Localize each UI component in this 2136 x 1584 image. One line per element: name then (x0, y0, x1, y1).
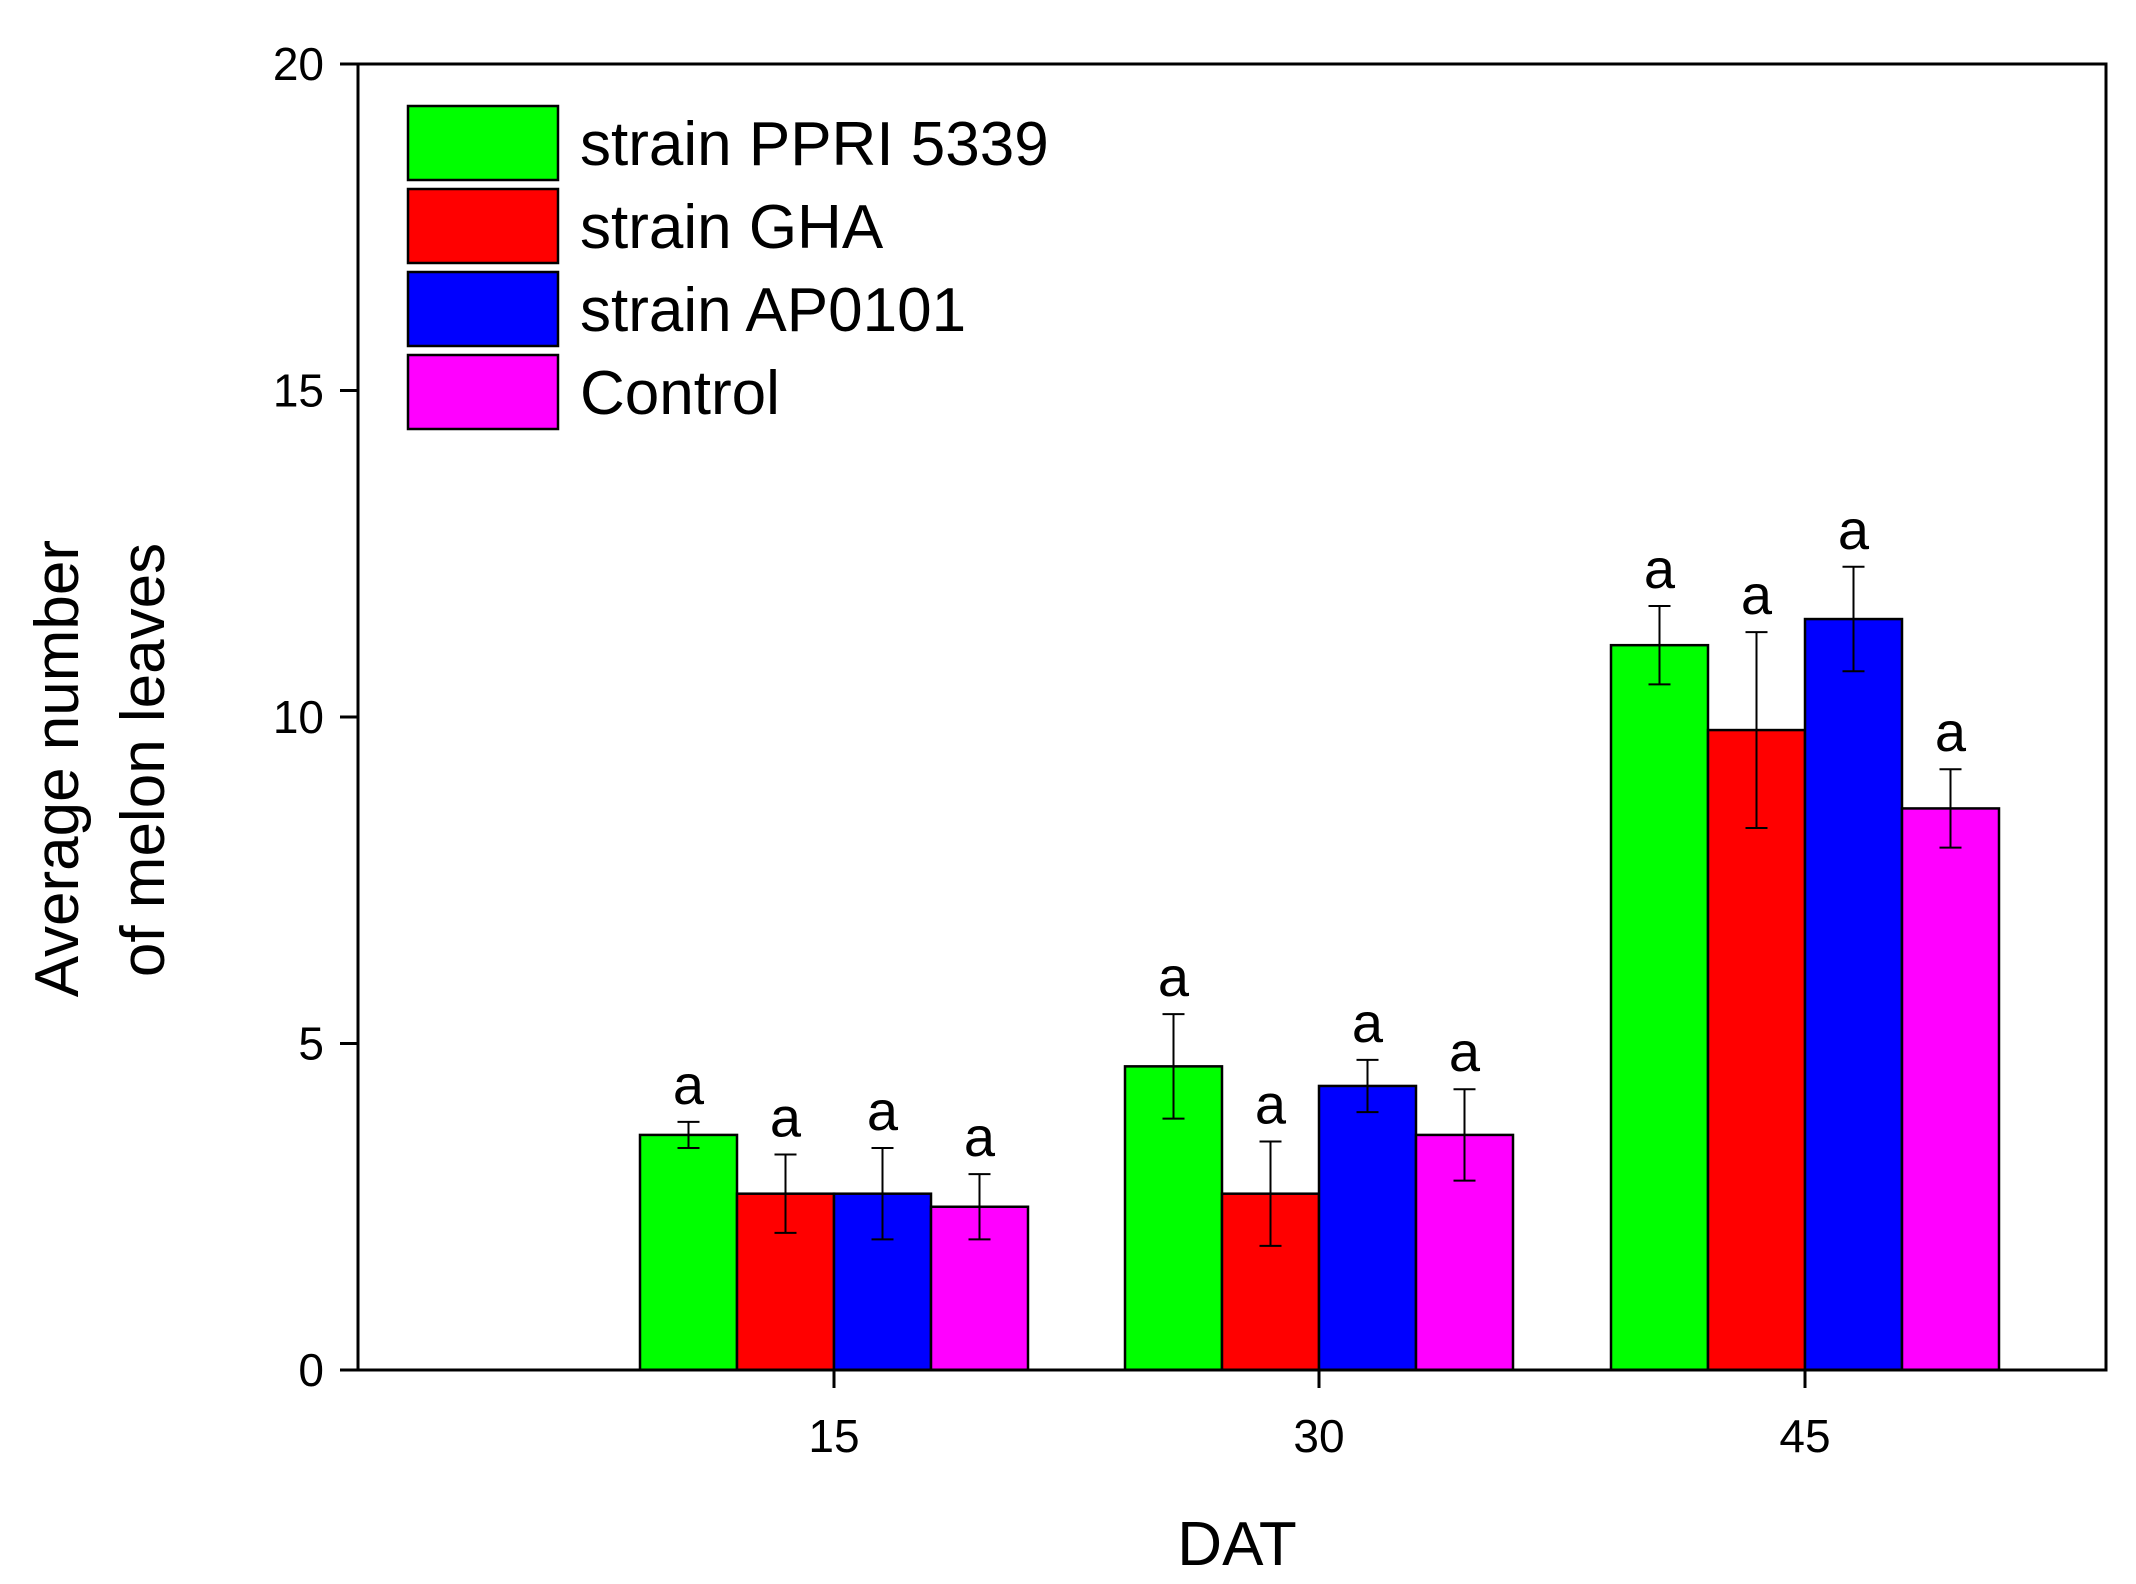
x-axis: 15 30 45 (808, 1370, 1831, 1462)
legend-swatch-strain-ap0101 (406, 270, 560, 348)
y-tick-label-10: 10 (273, 691, 324, 743)
y-tick-label-0: 0 (298, 1344, 324, 1396)
significance-labels-layer: a a a a a a a a a a a a (673, 498, 1967, 1168)
significance-label-strain-gha-30: a (1255, 1072, 1287, 1135)
significance-label-strain-gha-45: a (1741, 563, 1773, 626)
significance-label-control-30: a (1449, 1020, 1481, 1083)
legend-label-strain-ap0101: strain AP0101 (580, 276, 966, 345)
significance-label-control-45: a (1935, 700, 1967, 763)
error-bars-layer (677, 565, 1962, 1247)
legend-swatch-strain-gha (406, 187, 560, 265)
legend-label-control: Control (580, 359, 780, 428)
y-axis-title-line-2: of melon leaves (109, 543, 178, 977)
y-tick-label-20: 20 (273, 38, 324, 90)
legend-label-strain-ppri-5339: strain PPRI 5339 (580, 110, 1049, 179)
significance-label-strain-ppri-5339-45: a (1644, 537, 1676, 600)
significance-label-strain-ppri-5339-30: a (1158, 945, 1190, 1008)
legend-swatch-strain-ppri-5339 (406, 104, 560, 182)
legend: strain PPRI 5339 strain GHA strain AP0101 C… (406, 104, 1049, 431)
y-axis: 0 5 10 15 20 (273, 38, 358, 1396)
significance-label-strain-ap0101-15: a (867, 1079, 899, 1142)
bar-control-45 (1900, 807, 2001, 1372)
significance-label-strain-ppri-5339-15: a (673, 1053, 705, 1116)
x-tick-label-45: 45 (1779, 1410, 1830, 1462)
x-tick-label-30: 30 (1293, 1410, 1344, 1462)
legend-label-strain-gha: strain GHA (580, 193, 884, 262)
bar-strain-ap0101-45 (1803, 617, 1904, 1372)
significance-label-strain-ap0101-30: a (1352, 991, 1384, 1054)
legend-swatch-control (406, 353, 560, 431)
bars-layer (638, 617, 2001, 1372)
y-tick-label-15: 15 (273, 365, 324, 417)
y-tick-label-5: 5 (298, 1018, 324, 1070)
bar-strain-ppri-5339-45 (1609, 643, 1710, 1372)
x-axis-title: DAT (1177, 1510, 1296, 1579)
significance-label-strain-ap0101-45: a (1838, 498, 1870, 561)
y-axis-title: Average number of melon leaves (23, 523, 178, 997)
x-tick-label-15: 15 (808, 1410, 859, 1462)
significance-label-control-15: a (964, 1105, 996, 1168)
significance-label-strain-gha-15: a (770, 1086, 802, 1149)
bar-strain-ppri-5339-15 (638, 1133, 739, 1372)
y-axis-title-line-1: Average number (23, 540, 92, 997)
bar-strain-ap0101-30 (1317, 1084, 1418, 1372)
